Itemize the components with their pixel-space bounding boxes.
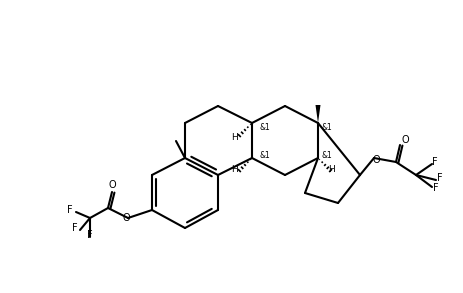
Text: &1: &1 [321, 122, 332, 132]
Text: &1: &1 [259, 151, 270, 159]
Polygon shape [315, 105, 320, 123]
Text: O: O [400, 135, 408, 145]
Text: O: O [371, 155, 379, 165]
Text: F: F [67, 205, 73, 215]
Text: O: O [122, 213, 130, 223]
Text: H: H [328, 166, 335, 175]
Text: &1: &1 [321, 151, 332, 159]
Text: F: F [432, 183, 438, 193]
Text: H: H [231, 166, 238, 175]
Text: F: F [431, 157, 437, 167]
Text: F: F [436, 173, 442, 183]
Text: H: H [231, 134, 238, 142]
Text: O: O [108, 180, 116, 190]
Text: &1: &1 [259, 122, 270, 132]
Text: F: F [87, 230, 93, 240]
Text: F: F [72, 223, 78, 233]
